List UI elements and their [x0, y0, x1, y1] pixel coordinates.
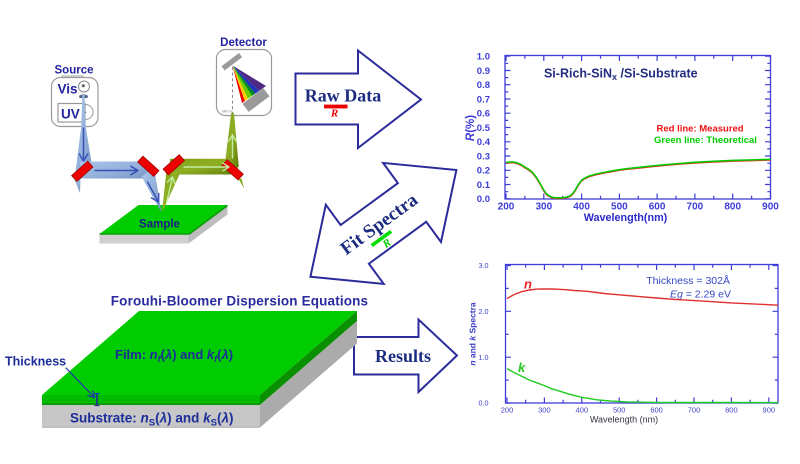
svg-text:0.3: 0.3: [477, 151, 490, 162]
svg-text:0.9: 0.9: [477, 66, 490, 77]
svg-text:0.4: 0.4: [477, 137, 491, 148]
svg-text:Wavelength (nm): Wavelength (nm): [590, 415, 658, 425]
svg-text:Results: Results: [375, 346, 431, 366]
svg-text:200: 200: [498, 202, 515, 213]
svg-text:600: 600: [650, 406, 663, 415]
svg-text:800: 800: [724, 202, 741, 213]
svg-text:300: 300: [538, 406, 551, 415]
svg-text:200: 200: [501, 406, 514, 415]
svg-text:UV: UV: [61, 107, 80, 122]
svg-text:n and k Spectra: n and k Spectra: [468, 302, 478, 366]
svg-text:Thickness: Thickness: [5, 355, 66, 369]
svg-text:Film: nf(λ) and kf(λ): Film: nf(λ) and kf(λ): [115, 347, 233, 364]
svg-text:1.0: 1.0: [479, 353, 489, 362]
svg-text:400: 400: [573, 202, 590, 213]
svg-text:0.8: 0.8: [477, 80, 490, 91]
svg-text:Thickness = 302Å: Thickness = 302Å: [646, 274, 730, 287]
svg-text:500: 500: [613, 406, 626, 415]
svg-text:Red line: Measured: Red line: Measured: [657, 124, 744, 135]
svg-text:3.0: 3.0: [479, 261, 489, 270]
svg-text:0.2: 0.2: [477, 166, 490, 177]
svg-text:Raw Data: Raw Data: [305, 86, 382, 106]
svg-text:0.0: 0.0: [479, 399, 489, 408]
svg-text:900: 900: [762, 202, 779, 213]
svg-text:700: 700: [688, 406, 701, 415]
svg-text:0.0: 0.0: [477, 194, 490, 205]
svg-text:500: 500: [611, 202, 628, 213]
svg-text:Green line: Theoretical: Green line: Theoretical: [654, 135, 757, 146]
svg-text:Eg = 2.29 eV: Eg = 2.29 eV: [670, 289, 731, 301]
svg-text:1.0: 1.0: [477, 52, 490, 63]
svg-text:R: R: [330, 108, 338, 120]
svg-text:0.7: 0.7: [477, 94, 490, 105]
svg-text:Sample: Sample: [139, 219, 180, 231]
svg-text:0.6: 0.6: [477, 109, 490, 120]
svg-text:0.5: 0.5: [477, 123, 491, 134]
svg-text:n: n: [524, 277, 532, 292]
svg-text:Detector: Detector: [220, 37, 267, 49]
svg-text:300: 300: [535, 202, 552, 213]
svg-text:k: k: [518, 360, 526, 375]
svg-text:Vis: Vis: [58, 82, 78, 97]
svg-text:Forouhi-Bloomer Dispersion Equ: Forouhi-Bloomer Dispersion Equations: [111, 294, 368, 309]
svg-text:400: 400: [576, 406, 589, 415]
svg-text:2.0: 2.0: [479, 307, 489, 316]
svg-text:Wavelength(nm): Wavelength(nm): [584, 212, 668, 224]
svg-text:Source: Source: [55, 65, 94, 77]
svg-text:800: 800: [725, 406, 738, 415]
svg-text:700: 700: [687, 202, 704, 213]
svg-text:Si-Rich-SiNx /Si-Substrate: Si-Rich-SiNx /Si-Substrate: [544, 67, 698, 83]
svg-text:Substrate: nS(λ) and kS(λ): Substrate: nS(λ) and kS(λ): [70, 411, 234, 429]
svg-text:0.1: 0.1: [477, 180, 491, 191]
svg-text:R(%): R(%): [465, 115, 477, 141]
svg-text:900: 900: [763, 406, 776, 415]
svg-text:Mirror: Mirror: [222, 109, 233, 114]
svg-text:600: 600: [649, 202, 666, 213]
